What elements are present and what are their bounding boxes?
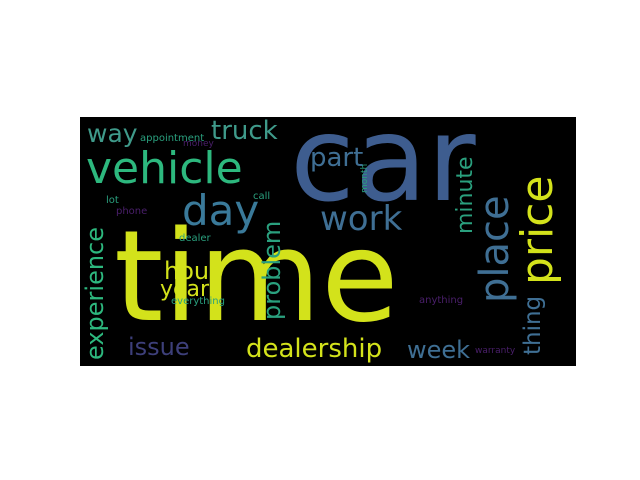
word-thing: thing	[520, 295, 546, 355]
word-part: part	[310, 143, 364, 173]
word-dealer: dealer	[179, 233, 211, 244]
word-hour: hour	[164, 257, 219, 285]
word-work: work	[320, 199, 403, 239]
word-phone: phone	[116, 206, 148, 217]
word-problem: problem	[258, 220, 286, 320]
word-call: call	[253, 191, 271, 202]
word-lot: lot	[106, 195, 119, 206]
word-vehicle: vehicle	[86, 143, 243, 194]
word-day: day	[182, 186, 260, 235]
word-month: month	[360, 163, 370, 193]
word-appointment: appointment	[140, 133, 205, 144]
word-time: time	[114, 203, 399, 350]
word-dealership: dealership	[246, 334, 383, 364]
word-week: week	[407, 336, 471, 364]
word-experience: experience	[81, 226, 109, 360]
word-anything: anything	[419, 295, 464, 306]
word-car: car	[290, 117, 476, 228]
word-place: place	[472, 195, 518, 303]
word-cloud: car time vehicle day truck way part work…	[80, 117, 576, 366]
word-everything: everything	[171, 296, 225, 307]
word-way: way	[87, 119, 138, 148]
word-issue: issue	[128, 333, 190, 361]
word-warranty: warranty	[475, 346, 516, 356]
word-price: price	[512, 175, 563, 285]
word-money: money	[183, 139, 214, 149]
word-year: year	[160, 277, 210, 302]
word-truck: truck	[211, 117, 278, 146]
